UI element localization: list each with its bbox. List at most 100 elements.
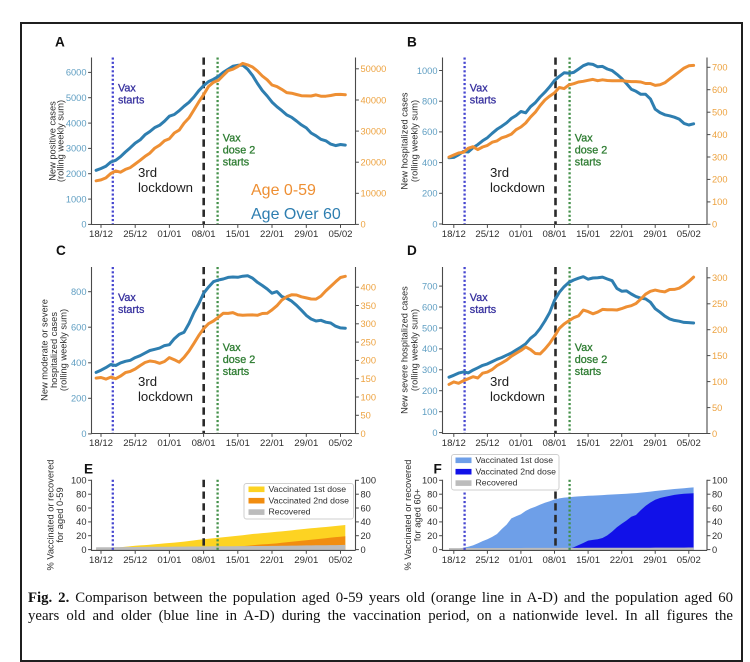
svg-text:for aged 0-59: for aged 0-59: [55, 487, 65, 542]
svg-text:Vax: Vax: [223, 133, 241, 145]
svg-text:25/12: 25/12: [123, 555, 147, 566]
svg-text:dose 2: dose 2: [575, 145, 607, 157]
svg-text:0: 0: [361, 220, 366, 230]
svg-text:0: 0: [432, 428, 437, 438]
svg-text:for aged 60+: for aged 60+: [413, 489, 423, 541]
svg-text:Vax: Vax: [575, 133, 593, 145]
svg-text:15/01: 15/01: [226, 438, 250, 449]
svg-text:4000: 4000: [66, 118, 87, 128]
svg-text:18/12: 18/12: [89, 229, 113, 240]
svg-text:15/01: 15/01: [226, 555, 250, 566]
svg-text:50: 50: [712, 403, 722, 413]
svg-text:700: 700: [422, 281, 438, 291]
svg-text:Age Over 60: Age Over 60: [251, 206, 341, 223]
svg-text:10000: 10000: [361, 189, 387, 199]
svg-text:20: 20: [76, 531, 86, 541]
svg-text:hospitalized cases: hospitalized cases: [49, 312, 59, 388]
svg-text:25/12: 25/12: [123, 438, 147, 449]
svg-text:25/12: 25/12: [123, 229, 147, 240]
svg-text:3000: 3000: [66, 144, 87, 154]
svg-text:15/01: 15/01: [576, 229, 600, 240]
svg-text:New severe hospitalized cases: New severe hospitalized cases: [400, 286, 410, 414]
svg-text:40: 40: [76, 517, 86, 527]
svg-text:200: 200: [71, 394, 87, 404]
svg-text:lockdown: lockdown: [490, 389, 545, 404]
svg-text:600: 600: [422, 127, 438, 137]
svg-text:B: B: [407, 35, 417, 50]
svg-text:3rd: 3rd: [138, 374, 157, 389]
svg-text:08/01: 08/01: [192, 229, 216, 240]
svg-text:80: 80: [427, 490, 437, 500]
svg-text:80: 80: [712, 490, 722, 500]
svg-text:starts: starts: [118, 304, 145, 316]
svg-text:29/01: 29/01: [643, 229, 667, 240]
svg-text:250: 250: [712, 299, 728, 309]
svg-text:22/01: 22/01: [610, 438, 634, 449]
svg-text:0: 0: [361, 545, 366, 555]
svg-text:22/01: 22/01: [610, 555, 634, 566]
svg-text:(rolling weekly sum): (rolling weekly sum): [410, 100, 420, 182]
svg-text:29/01: 29/01: [643, 555, 667, 566]
svg-text:New positive cases: New positive cases: [48, 101, 58, 181]
svg-text:(rolling weekly sum): (rolling weekly sum): [59, 309, 69, 391]
svg-text:A: A: [55, 35, 65, 50]
svg-text:Vaccinated 1st dose: Vaccinated 1st dose: [269, 484, 347, 494]
svg-text:29/01: 29/01: [294, 555, 318, 566]
svg-text:01/01: 01/01: [157, 438, 181, 449]
svg-text:01/01: 01/01: [157, 555, 181, 566]
svg-text:lockdown: lockdown: [490, 180, 545, 195]
svg-text:0: 0: [432, 545, 437, 555]
svg-text:% Vaccinated or recovered: % Vaccinated or recovered: [403, 460, 413, 571]
svg-text:100: 100: [361, 392, 377, 402]
svg-text:100: 100: [712, 197, 728, 207]
svg-text:08/01: 08/01: [192, 555, 216, 566]
svg-text:40: 40: [712, 517, 722, 527]
svg-text:60: 60: [361, 503, 371, 513]
svg-text:Recovered: Recovered: [476, 478, 518, 488]
svg-text:starts: starts: [470, 304, 497, 316]
svg-text:08/01: 08/01: [542, 555, 566, 566]
svg-text:starts: starts: [470, 95, 497, 107]
svg-text:1000: 1000: [417, 66, 438, 76]
svg-text:150: 150: [712, 351, 728, 361]
svg-text:05/02: 05/02: [328, 555, 352, 566]
svg-text:25/12: 25/12: [475, 438, 499, 449]
svg-text:08/01: 08/01: [542, 229, 566, 240]
svg-text:Vax: Vax: [118, 292, 136, 304]
svg-text:40000: 40000: [361, 95, 387, 105]
svg-text:08/01: 08/01: [192, 438, 216, 449]
svg-text:15/01: 15/01: [576, 555, 600, 566]
svg-text:60: 60: [712, 503, 722, 513]
svg-text:22/01: 22/01: [260, 555, 284, 566]
svg-text:250: 250: [361, 337, 377, 347]
svg-text:200: 200: [712, 325, 728, 335]
svg-text:0: 0: [81, 545, 86, 555]
svg-text:Vax: Vax: [118, 83, 136, 95]
svg-text:29/01: 29/01: [294, 229, 318, 240]
svg-text:F: F: [434, 462, 442, 477]
svg-text:60: 60: [76, 503, 86, 513]
svg-text:15/01: 15/01: [226, 229, 250, 240]
svg-text:08/01: 08/01: [542, 438, 566, 449]
svg-text:100: 100: [71, 476, 87, 486]
svg-text:20000: 20000: [361, 158, 387, 168]
svg-text:300: 300: [361, 319, 377, 329]
svg-text:D: D: [407, 243, 417, 258]
svg-text:lockdown: lockdown: [138, 389, 193, 404]
svg-text:400: 400: [422, 158, 438, 168]
svg-text:C: C: [56, 243, 66, 258]
svg-text:600: 600: [71, 323, 87, 333]
svg-text:40: 40: [427, 517, 437, 527]
svg-text:80: 80: [76, 490, 86, 500]
svg-text:05/02: 05/02: [328, 229, 352, 240]
svg-text:0: 0: [712, 429, 717, 439]
svg-text:05/02: 05/02: [677, 555, 701, 566]
svg-text:dose 2: dose 2: [575, 354, 607, 366]
svg-text:starts: starts: [575, 157, 602, 169]
svg-text:29/01: 29/01: [294, 438, 318, 449]
svg-text:100: 100: [712, 377, 728, 387]
svg-text:100: 100: [422, 476, 438, 486]
svg-text:200: 200: [422, 189, 438, 199]
svg-text:Recovered: Recovered: [269, 507, 311, 517]
svg-text:Vax: Vax: [470, 292, 488, 304]
